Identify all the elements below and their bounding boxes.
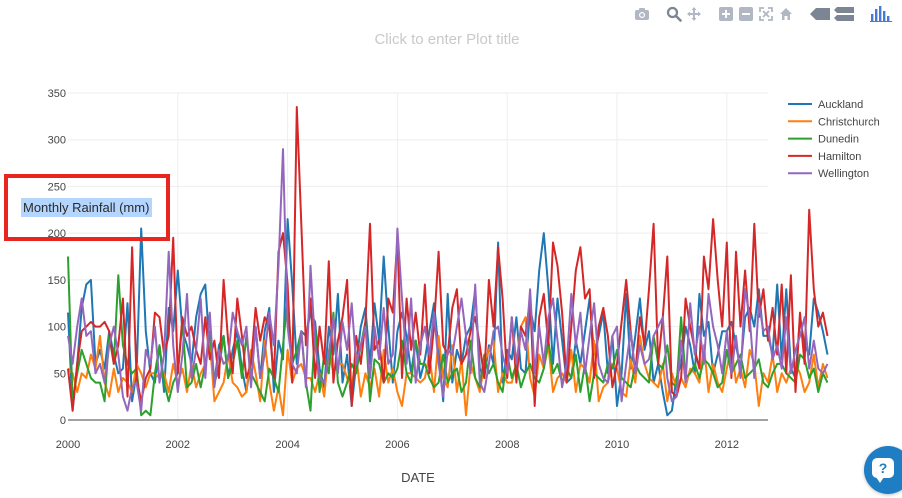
y-tick-label: 350: [48, 88, 66, 100]
x-tick-label: 2004: [275, 439, 299, 451]
camera-icon[interactable]: [633, 5, 651, 23]
y-tick-label: 100: [48, 322, 66, 334]
y-axis-title-group[interactable]: Monthly Rainfall (mm): [21, 198, 152, 217]
hover-closest-icon[interactable]: [809, 5, 831, 23]
hover-compare-icon[interactable]: [833, 5, 855, 23]
modebar: [620, 4, 894, 24]
modebar-group-export: [632, 5, 652, 23]
y-axis-title-highlight: [21, 198, 152, 217]
series-lines: [67, 106, 829, 417]
legend[interactable]: Auckland Christchurch Dunedin Hamilton Welli…: [788, 99, 880, 180]
pan-icon[interactable]: [685, 5, 703, 23]
legend-label: Christchurch: [818, 116, 880, 128]
plot-title-placeholder[interactable]: Click to enter Plot title: [374, 31, 520, 48]
x-tick-label: 2010: [605, 439, 629, 451]
modebar-group-logo: [868, 5, 894, 23]
y-tick-label: 300: [48, 135, 66, 147]
y-tick-label: 50: [54, 368, 66, 380]
x-tick-label: 2000: [56, 439, 80, 451]
x-tick-label: 2002: [166, 439, 190, 451]
series-line-wellington[interactable]: [67, 148, 829, 412]
zoom-icon[interactable]: [665, 5, 683, 23]
legend-item-wellington[interactable]: Wellington: [788, 168, 869, 180]
x-axis-title[interactable]: DATE: [401, 470, 435, 485]
home-icon[interactable]: [777, 5, 795, 23]
y-axis-title[interactable]: Monthly Rainfall (mm): [23, 200, 149, 215]
x-tick-label: 2006: [385, 439, 409, 451]
y-tick-label: 250: [48, 181, 66, 193]
plotly-logo-icon[interactable]: [869, 5, 893, 23]
zoom-in-icon[interactable]: [717, 5, 735, 23]
autoscale-icon[interactable]: [757, 5, 775, 23]
help-glyph: ?: [878, 460, 888, 476]
annotation-highlight-box: [4, 174, 170, 241]
x-tick-label: 2012: [715, 439, 739, 451]
chat-bubble-icon: ?: [872, 458, 894, 483]
y-tick-label: 150: [48, 275, 66, 287]
modebar-group-hover: [808, 5, 856, 23]
legend-label: Hamilton: [818, 151, 861, 163]
x-tick-label: 2008: [495, 439, 519, 451]
legend-item-auckland[interactable]: Auckland: [788, 99, 863, 111]
legend-item-christchurch[interactable]: Christchurch: [788, 116, 880, 128]
series-line-dunedin[interactable]: [67, 256, 829, 417]
y-tick-label: 0: [60, 415, 66, 427]
zoom-out-icon[interactable]: [737, 5, 755, 23]
modebar-group-drag: [664, 5, 704, 23]
legend-label: Wellington: [818, 168, 869, 180]
modebar-group-zoom: [716, 5, 796, 23]
legend-label: Auckland: [818, 99, 863, 111]
legend-item-hamilton[interactable]: Hamilton: [788, 151, 861, 163]
help-chat-button[interactable]: ?: [864, 446, 902, 494]
legend-item-dunedin[interactable]: Dunedin: [788, 134, 859, 146]
legend-label: Dunedin: [818, 134, 859, 146]
